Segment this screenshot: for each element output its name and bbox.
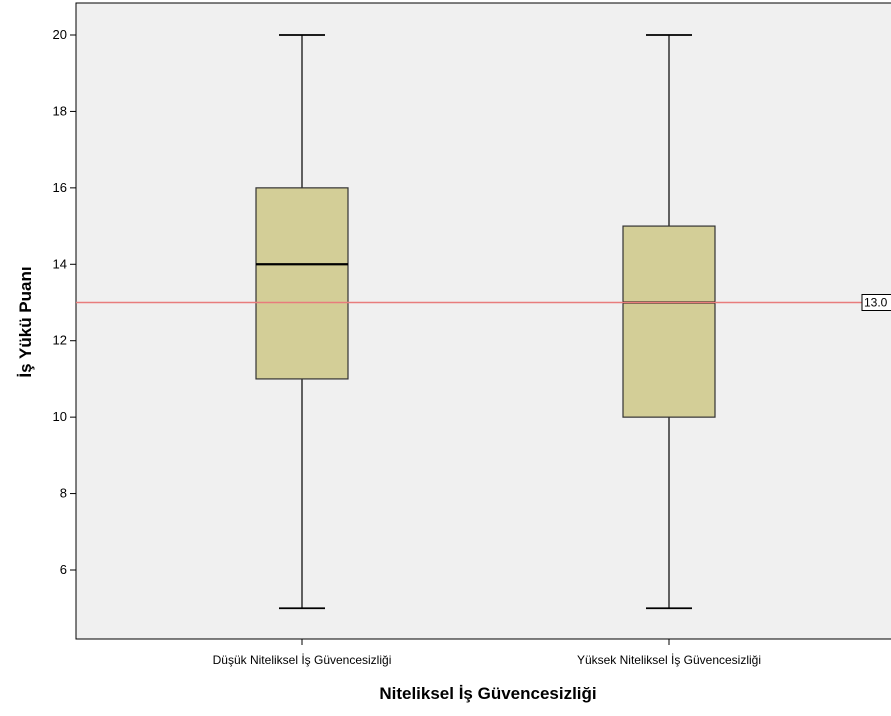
iqr-box	[622, 225, 716, 418]
y-tick-label: 10	[53, 409, 67, 424]
reference-line-layer: 13.0	[76, 294, 891, 311]
y-axis-title: İş Yükü Puanı	[16, 266, 35, 377]
x-axis: Düşük Niteliksel İş Güvencesizliği Yüksek…	[213, 639, 761, 667]
x-tick-label: Düşük Niteliksel İş Güvencesizliği	[213, 653, 392, 667]
reference-label: 13.0	[864, 296, 888, 310]
y-axis: 6 8 10 12 14 16 18 20	[53, 27, 76, 577]
y-tick-label: 6	[60, 562, 67, 577]
x-axis-title: Niteliksel İş Güvencesizliği	[379, 684, 596, 703]
y-tick-label: 20	[53, 27, 67, 42]
y-tick-label: 12	[53, 333, 67, 348]
plot-area	[75, 2, 891, 640]
box-group	[255, 34, 349, 610]
y-tick-label: 18	[53, 103, 67, 118]
y-tick-label: 16	[53, 180, 67, 195]
reference-label-box	[861, 294, 891, 311]
x-tick-label: Yüksek Niteliksel İş Güvencesizliği	[577, 653, 761, 667]
y-tick-label: 14	[53, 256, 67, 271]
boxes-layer	[255, 34, 716, 610]
box-group	[622, 34, 716, 610]
y-tick-label: 8	[60, 486, 67, 501]
iqr-box	[255, 187, 349, 380]
